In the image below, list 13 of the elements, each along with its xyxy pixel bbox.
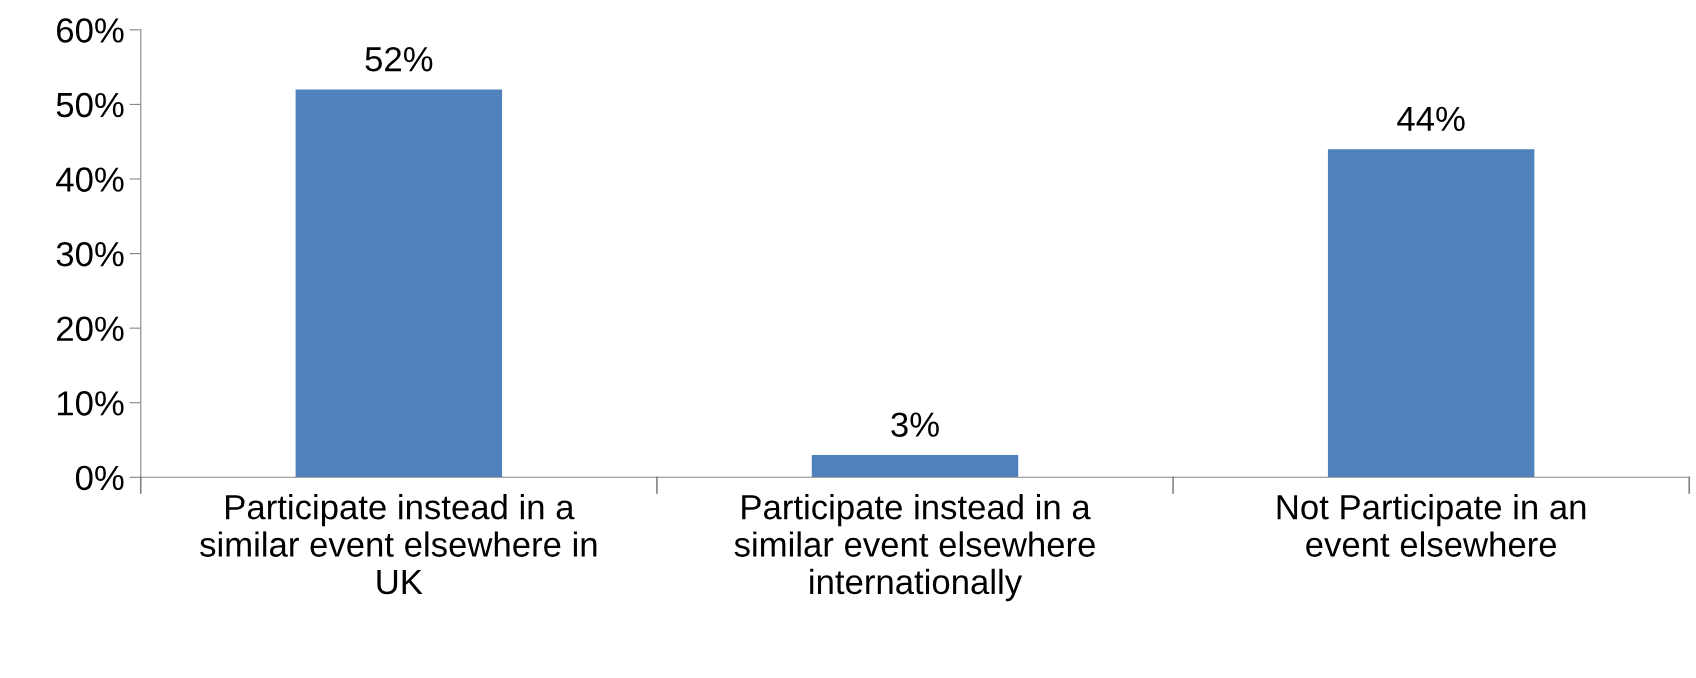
y-tick-label: 10% — [57, 391, 124, 416]
y-tick-label: 20% — [57, 316, 124, 342]
y-tick-label: 30% — [56, 241, 124, 267]
y-tick-label: 40% — [56, 167, 124, 192]
y-tick-label: 60% — [57, 18, 124, 43]
x-tick-label: Participate instead in a similar event elsewhere internationally — [734, 493, 1095, 602]
data-label: 52% — [365, 46, 433, 72]
y-tick-label: 0% — [75, 465, 124, 491]
y-tick-label: 50% — [56, 92, 124, 118]
data-label: 3% — [891, 412, 939, 437]
data-label: 44% — [1397, 106, 1465, 132]
x-tick-label: Not Participate in an event elsewhere — [1277, 493, 1586, 557]
x-tick-label: Participate instead in a similar event elsewhere in UK — [200, 493, 597, 595]
